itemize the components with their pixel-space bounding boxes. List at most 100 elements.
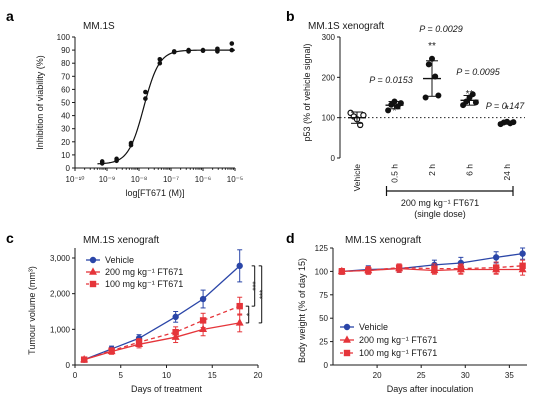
panel-b-error-bar xyxy=(351,111,363,124)
panel-a-title: MM.1S xyxy=(83,21,115,32)
panel-d-title: MM.1S xenograft xyxy=(345,235,421,246)
panel-b-bracket-label-2: (single dose) xyxy=(414,209,466,219)
panel-a-x-tick-label: 10⁻⁹ xyxy=(99,175,116,184)
panel-c-legend-marker xyxy=(89,267,97,275)
panel-b-significance-stars: ** xyxy=(428,41,436,52)
panel-b-error-bar xyxy=(501,121,513,125)
panel-c-x-tick-label: 10 xyxy=(162,371,171,380)
panel-a-data-point xyxy=(157,56,163,62)
panel-a-data-point xyxy=(186,49,191,54)
panel-d-legend-marker xyxy=(343,323,351,331)
panel-c: MM.1S xenograft 0 1,000 2,000 3,000 0 5 10 15 20 D… xyxy=(27,235,268,394)
panel-d-y-label: Body weight (% of day 15) xyxy=(297,258,307,363)
panel-b-category-label: 0.5 h xyxy=(390,164,400,183)
panel-a-y-tick-label: 10 xyxy=(61,151,70,160)
panel-d-data-point xyxy=(431,265,438,272)
panel-b-significance-stars: * xyxy=(393,106,397,117)
panel-d-x-label: Days after inoculation xyxy=(387,384,474,394)
panel-a-x-tick-label: 10⁻⁵ xyxy=(227,175,243,184)
panel-c-x-tick-label: 20 xyxy=(254,371,263,380)
panel-letter-c: c xyxy=(6,230,14,246)
panel-d-x-tick-label: 25 xyxy=(417,371,426,380)
panel-a-data-point xyxy=(143,96,148,101)
panel-c-series-line xyxy=(83,265,241,361)
panel-c-legend-marker xyxy=(89,280,97,288)
panel-b-significance-stars: ** xyxy=(466,89,474,100)
panel-d-data-point xyxy=(492,264,500,271)
panel-c-x-tick-label: 5 xyxy=(119,371,124,380)
panel-a: MM.1S 0 10 20 30 40 50 60 70 80 90 100 10⁻¹⁰ 10⁻⁹ 10⁻⁸… xyxy=(35,21,243,198)
panel-c-y-tick-label: 1,000 xyxy=(50,325,71,334)
panel-d-data-point xyxy=(519,250,526,257)
panel-d-legend-label: 100 mg kg⁻¹ FT671 xyxy=(359,348,437,358)
panel-d-y-tick-label: 25 xyxy=(319,338,328,347)
panel-b-error-bar xyxy=(388,101,401,110)
panel-c-significance-label: *** xyxy=(252,281,261,290)
panel-d-data-point xyxy=(492,254,500,261)
panel-b-p-value: P = 0.0029 xyxy=(419,24,462,34)
panel-a-y-tick-label: 40 xyxy=(61,112,70,121)
panel-a-x-tick-label: 10⁻⁸ xyxy=(131,175,148,184)
panel-a-y-tick-label: 60 xyxy=(61,85,70,94)
panel-a-data-point xyxy=(128,142,134,148)
panel-d: MM.1S xenograft 0 25 50 75 100 125 20 25 30 35 Days… xyxy=(297,235,527,394)
panel-c-y-tick-label: 2,000 xyxy=(50,290,71,299)
panel-c-significance-label: * xyxy=(246,313,255,316)
panel-d-x-tick-label: 35 xyxy=(505,371,514,380)
panel-c-data-point xyxy=(199,295,207,303)
panel-c-data-point xyxy=(199,317,207,324)
panel-c-data-point xyxy=(108,347,115,354)
panel-a-data-point xyxy=(157,60,163,66)
panel-a-data-point xyxy=(229,41,235,46)
panel-c-series-line xyxy=(83,305,240,361)
panel-b: MM.1S xenograft 0 100 200 300 p53 (% of vehic… xyxy=(302,21,525,219)
panel-c-title: MM.1S xenograft xyxy=(83,235,159,246)
panel-a-data-point xyxy=(171,49,177,55)
panel-a-fit-curve xyxy=(97,49,235,165)
panel-c-legend-marker xyxy=(89,256,97,264)
panel-c-data-point xyxy=(236,262,243,270)
panel-d-y-tick-label: 125 xyxy=(315,244,329,253)
panel-c-data-point xyxy=(172,328,179,336)
panel-a-data-point xyxy=(143,89,148,95)
panel-c-data-point xyxy=(80,356,88,363)
panel-b-error-bar xyxy=(463,94,476,106)
panel-c-legend-label: 200 mg kg⁻¹ FT671 xyxy=(105,267,183,277)
panel-letter-d: d xyxy=(286,230,295,246)
panel-c-y-tick-label: 3,000 xyxy=(50,254,71,263)
panel-a-y-tick-label: 50 xyxy=(61,99,70,108)
panel-b-p-value: P = 0.0095 xyxy=(456,67,500,77)
panel-a-x-tick-label: 10⁻⁷ xyxy=(163,175,179,184)
panel-a-y-tick-label: 70 xyxy=(61,72,70,81)
panel-c-data-point xyxy=(236,302,243,310)
panel-a-y-tick-label: 90 xyxy=(61,46,70,55)
panel-c-series-line xyxy=(83,322,240,361)
panel-a-y-tick-label: 20 xyxy=(61,138,70,147)
panel-d-y-tick-label: 75 xyxy=(319,291,328,300)
panel-d-legend-label: Vehicle xyxy=(359,322,388,332)
panel-a-data-point xyxy=(114,158,119,164)
panel-d-legend-marker xyxy=(343,349,351,357)
panel-b-error-bar xyxy=(426,60,438,97)
panel-a-y-tick-label: 100 xyxy=(57,33,71,42)
panel-b-bracket-label-1: 200 mg kg⁻¹ FT671 xyxy=(401,198,479,208)
panel-b-category-label: 2 h xyxy=(427,164,437,176)
panel-c-y-label: Tumour volume (mm³) xyxy=(27,266,37,355)
panel-b-data-point xyxy=(425,61,432,68)
panel-a-x-label: log[FT671 (M)] xyxy=(125,188,184,198)
panel-c-legend-label: Vehicle xyxy=(105,255,134,265)
panel-c-y-tick-label: 0 xyxy=(66,361,71,370)
panel-a-y-tick-label: 0 xyxy=(66,164,71,173)
panel-b-data-point xyxy=(435,92,442,99)
panel-d-data-point xyxy=(338,268,346,275)
panel-b-significance-stars: * xyxy=(505,104,509,115)
panel-d-data-point xyxy=(395,264,403,271)
panel-b-category-label: 6 h xyxy=(465,164,475,176)
panel-a-x-tick-label: 10⁻¹⁰ xyxy=(66,175,85,184)
panel-b-y-label: p53 (% of vehicle signal) xyxy=(302,43,312,141)
panel-c-x-label: Days of treatment xyxy=(131,384,203,394)
panel-b-category-label: 24 h xyxy=(502,164,512,181)
panel-b-y-tick-label: 300 xyxy=(322,33,336,42)
